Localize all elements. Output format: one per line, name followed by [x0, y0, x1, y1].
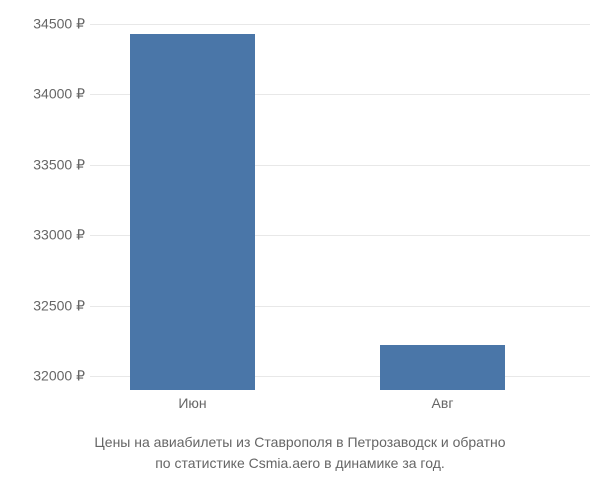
x-tick-label: Авг: [432, 395, 454, 411]
plot-area: [90, 10, 590, 390]
y-tick-label: 34000 ₽: [5, 86, 85, 103]
bar: [380, 345, 505, 390]
grid-line: [90, 24, 590, 25]
bar: [130, 34, 255, 390]
y-tick-label: 32500 ₽: [5, 297, 85, 314]
chart-caption: Цены на авиабилеты из Ставрополя в Петро…: [0, 432, 600, 474]
y-tick-label: 34500 ₽: [5, 16, 85, 33]
y-tick-label: 32000 ₽: [5, 367, 85, 384]
caption-line-2: по статистике Csmia.aero в динамике за г…: [155, 455, 445, 471]
y-tick-label: 33500 ₽: [5, 156, 85, 173]
caption-line-1: Цены на авиабилеты из Ставрополя в Петро…: [94, 434, 505, 450]
price-chart: 32000 ₽ 32500 ₽ 33000 ₽ 33500 ₽ 34000 ₽ 34500…: [0, 0, 600, 500]
y-tick-label: 33000 ₽: [5, 227, 85, 244]
x-tick-label: Июн: [178, 395, 206, 411]
